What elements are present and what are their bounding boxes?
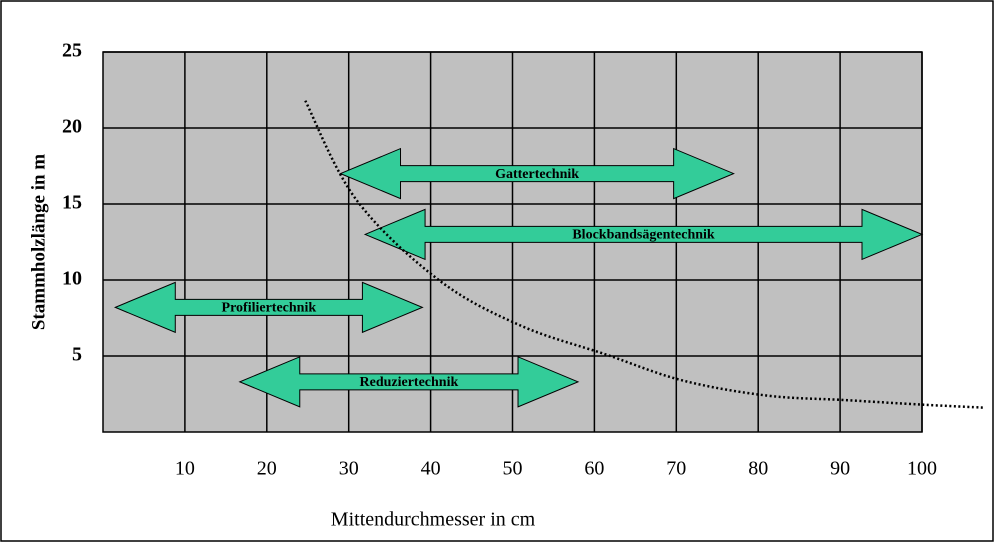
x-tick-label: 20 (257, 458, 277, 480)
range-arrow (339, 147, 735, 200)
y-tick-label: 15 (62, 192, 82, 214)
range-label: Blockbandsägentechnik (572, 228, 715, 243)
y-tick-label: 25 (62, 40, 82, 62)
range-label: Profiliertechnik (222, 301, 317, 316)
range-arrow (238, 356, 580, 408)
x-axis-label: Mittendurchmesser in cm (331, 509, 536, 531)
range-label: Gattertechnik (495, 167, 579, 182)
x-tick-label: 90 (830, 458, 850, 480)
range-arrow (363, 208, 924, 261)
x-tick-label: 40 (421, 458, 441, 480)
x-tick-label: 60 (584, 458, 604, 480)
curve (304, 100, 986, 409)
y-tick-label: 10 (62, 268, 82, 290)
x-tick-label: 70 (666, 458, 686, 480)
x-tick-label: 30 (339, 458, 359, 480)
x-tick-label: 100 (907, 458, 937, 480)
x-tick-label: 10 (175, 458, 195, 480)
x-tick-label: 80 (748, 458, 768, 480)
x-tick-label: 50 (503, 458, 523, 480)
range-arrow (113, 281, 424, 334)
range-label: Reduziertechnik (360, 375, 459, 390)
y-axis-label: Stammholzlänge in m (28, 154, 49, 330)
y-tick-label: 20 (62, 116, 82, 138)
y-tick-label: 5 (72, 344, 82, 366)
